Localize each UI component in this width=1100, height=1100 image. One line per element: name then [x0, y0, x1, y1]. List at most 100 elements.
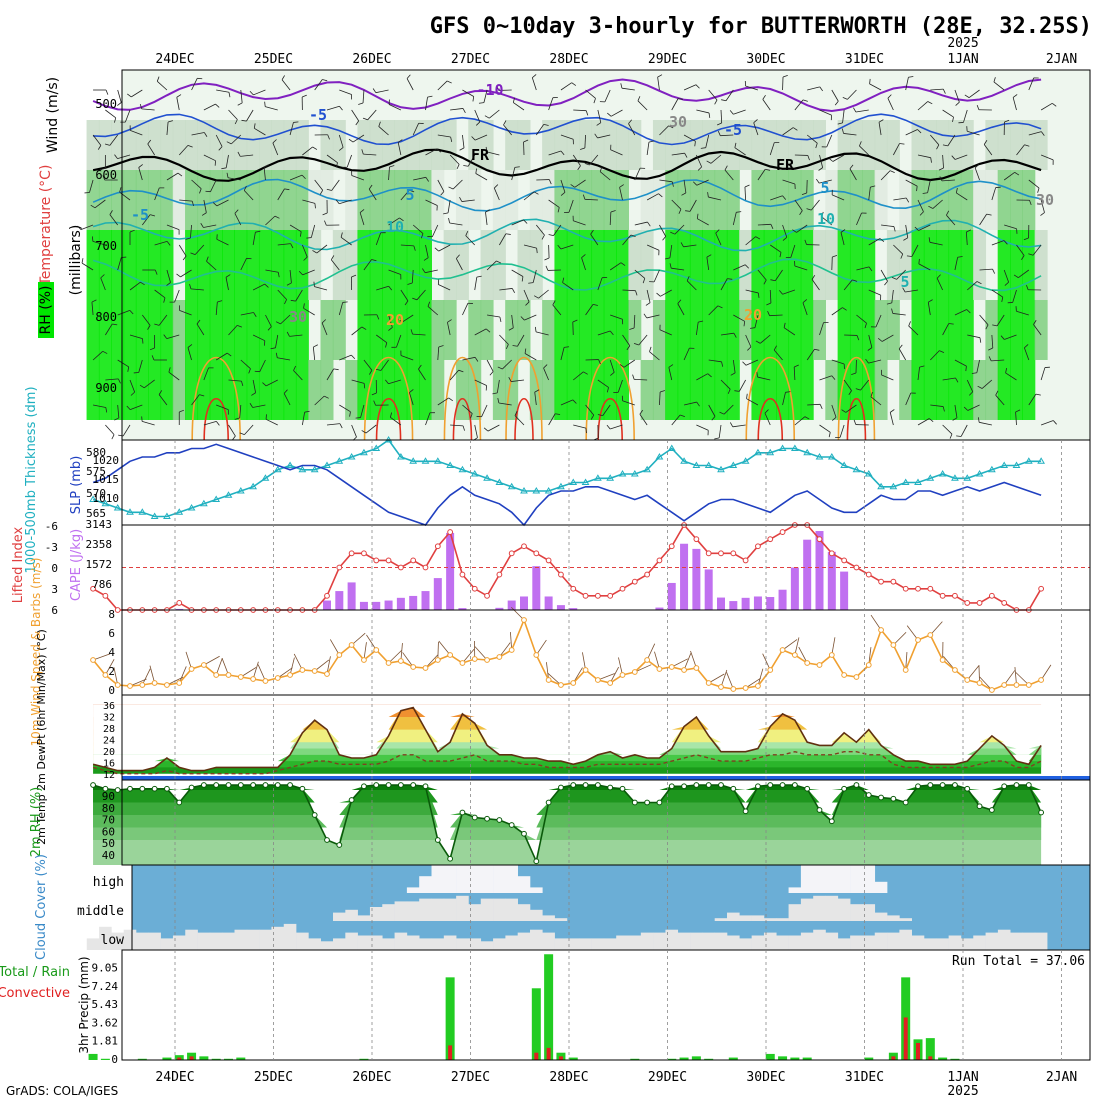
wind-barb	[983, 144, 993, 156]
wind-barb	[794, 199, 803, 211]
wind-barb-flag	[422, 268, 426, 273]
cloud-cover-middle-cell	[357, 915, 371, 921]
wind-barb	[659, 224, 667, 237]
isotherm-contour	[92, 148, 1042, 182]
wind-barb-flag	[955, 187, 958, 194]
wind-barb-flag	[545, 265, 549, 271]
warm-isotherm-contour	[443, 356, 482, 441]
wind-barb	[535, 124, 545, 136]
wind-barb-flag	[226, 172, 229, 178]
wind-barb-flag	[928, 237, 931, 243]
wind-barb	[1033, 324, 1042, 336]
wind-barb-flag	[388, 285, 393, 291]
lifted-index-point	[447, 529, 454, 535]
wind-barb-flag	[724, 165, 728, 171]
rh-shading-cell	[419, 230, 432, 300]
wind10-barb	[547, 672, 562, 686]
cloud-cover-low-cell	[517, 932, 531, 950]
wind-barb	[314, 79, 323, 91]
thickness-point	[310, 465, 319, 473]
wind10-speed-point	[976, 680, 983, 686]
wind10-barb	[462, 648, 475, 664]
rh-shading-cell	[295, 360, 309, 420]
rh2m-point	[324, 837, 330, 843]
precip-total-bar	[938, 1057, 948, 1060]
wind-barb	[289, 224, 302, 233]
wind-barb	[1016, 144, 1025, 156]
wind-barb	[216, 89, 230, 93]
wind-barb-flag	[677, 98, 684, 100]
wind-barb	[1023, 347, 1030, 361]
wind-barb-flag	[448, 186, 454, 190]
wind-barb-flag	[801, 192, 807, 196]
wind-barb	[301, 412, 306, 426]
rh2m-point	[594, 782, 601, 788]
thickness-point	[89, 495, 97, 502]
thickness-tick: 565	[86, 507, 106, 520]
rh-shading-cell	[689, 300, 703, 360]
lifted-index-point	[841, 557, 848, 564]
wind-barb	[819, 322, 824, 336]
wind-barb-flag	[234, 417, 240, 420]
wind10-speed-point	[102, 672, 109, 678]
rh-shading-cell	[849, 360, 863, 420]
wind-barb-flag	[770, 279, 776, 282]
rh-shading-cell	[837, 230, 851, 300]
wind-barb-flag	[678, 209, 682, 214]
cloud-cover-high-cell	[443, 865, 457, 893]
rh-shading-cell	[332, 300, 346, 360]
wind-barb	[314, 179, 324, 191]
wind10-speed-point	[361, 657, 367, 663]
wind10-barb	[978, 664, 980, 684]
hot-isotherm-contour	[757, 397, 784, 441]
rh-shading-cell	[936, 300, 950, 360]
rh-shading-cell	[1010, 360, 1023, 420]
cloud-cover-middle-cell	[406, 901, 420, 921]
rh-shading-cell	[345, 230, 359, 300]
wind-barb	[783, 327, 796, 336]
upper-rh-label: RH (%)	[38, 286, 54, 335]
thickness-point	[433, 457, 442, 464]
wind-barb	[144, 379, 155, 389]
rh2m-point	[188, 784, 195, 791]
cape-bar	[741, 597, 750, 610]
rh-shading-cell	[689, 230, 703, 300]
rh-shading-cell	[554, 120, 568, 170]
cloud-cover-low-cell	[665, 929, 679, 950]
wind-barb	[517, 334, 525, 347]
wind-barb	[954, 89, 960, 103]
wind-barb	[330, 259, 340, 271]
wind-barb	[548, 97, 554, 111]
wind-barb-flag	[870, 391, 873, 397]
wind-barb	[302, 146, 313, 156]
rh-shading-cell	[948, 230, 962, 300]
wind-barb	[843, 379, 852, 391]
slp-tick: 1010	[93, 492, 120, 505]
wind-barb	[166, 224, 180, 231]
wind-barb	[191, 179, 202, 189]
wind-barb	[610, 149, 623, 156]
wind-barb-flag	[807, 155, 810, 161]
wind-barb-flag	[389, 412, 393, 418]
wind10-speed-point	[1038, 677, 1045, 683]
hot-isotherm-contour	[846, 397, 867, 441]
rh2m-point	[287, 782, 293, 788]
wind-barb-flag	[992, 324, 998, 327]
hot-isotherm-contour	[597, 397, 623, 441]
date-tick-bottom: 27DEC	[451, 1070, 490, 1085]
wind-barb-flag	[319, 190, 324, 195]
wind-barb	[89, 179, 94, 193]
wind-barb-flag	[100, 167, 106, 171]
cloud-cover-low-cell	[800, 932, 814, 950]
wind-barb-flag	[804, 239, 807, 245]
lifted-index-point	[767, 536, 774, 543]
wind-barb-flag	[606, 387, 609, 393]
wind-barb-flag	[472, 96, 475, 102]
wind-barb-flag	[104, 143, 110, 146]
rh2m-point	[114, 787, 121, 793]
wind-barb	[302, 269, 315, 276]
wind10-barb	[351, 632, 366, 646]
rh-shading-cell	[209, 170, 223, 230]
wind-barb-flag	[456, 254, 460, 259]
thickness-point	[963, 474, 972, 481]
